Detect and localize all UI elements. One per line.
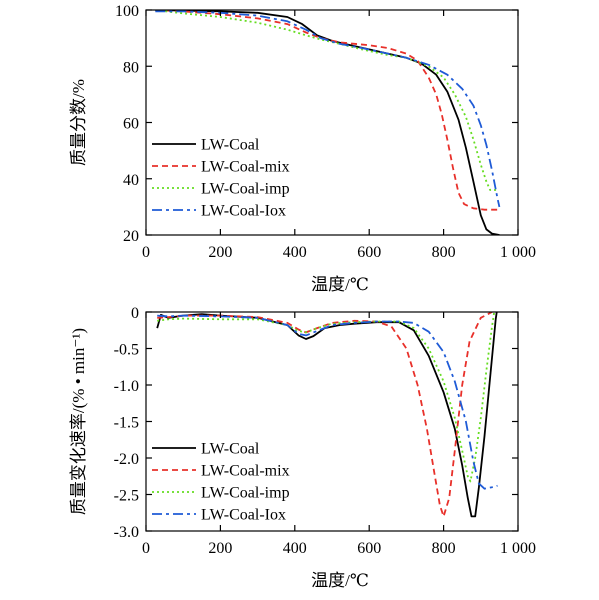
bottom-series-line-3 — [157, 314, 498, 490]
top-y-tick-label: 80 — [123, 59, 139, 76]
bottom-legend-label-0: LW-Coal — [201, 441, 260, 458]
top-series-line-0 — [155, 10, 500, 235]
top-plot-frame — [145, 9, 519, 236]
bottom-y-tick-label: -1.5 — [114, 415, 139, 432]
top-x-tick-label: 800 — [432, 244, 456, 261]
top-y-tick-label: 60 — [123, 116, 139, 133]
bottom-x-tick-label: 200 — [208, 540, 232, 557]
bottom-y-tick-label: 0 — [131, 305, 139, 322]
top-series-line-2 — [155, 10, 498, 191]
top-legend: LW-Coal LW-Coal-mix LW-Coal-imp LW-Coal-Iox — [152, 137, 290, 220]
top-series-group — [155, 10, 501, 235]
top-legend-label-0: LW-Coal — [201, 137, 260, 154]
bottom-x-tick-label: 800 — [432, 540, 456, 557]
bottom-series-group — [156, 312, 498, 518]
top-y-axis-title: 质量分数/% — [69, 79, 88, 166]
top-legend-label-1: LW-Coal-mix — [201, 159, 290, 176]
top-x-tick-label: 1 000 — [500, 244, 536, 261]
top-y-tick-label: 40 — [123, 172, 139, 189]
top-x-axis-title: 温度/℃ — [311, 275, 369, 294]
bottom-chart: 0 200 400 600 800 1 000 0 -0.5 -1.0 -1.5 -2.0 -2.5 -… — [69, 305, 536, 590]
top-chart: 0 200 400 600 800 1 000 20 40 60 80 100 温度/℃ 质量分数/% L… — [69, 3, 536, 294]
top-series-line-1 — [155, 10, 500, 211]
bottom-y-tick-label: -2.5 — [114, 488, 139, 505]
top-y-tick-label: 100 — [115, 3, 139, 20]
top-series-line-3 — [155, 10, 501, 208]
top-y-tick-label: 20 — [123, 228, 139, 245]
top-x-tick-label: 200 — [208, 244, 232, 261]
bottom-y-tick-label: -1.0 — [114, 378, 139, 395]
top-x-tick-label: 0 — [142, 244, 150, 261]
bottom-y-tick-label: -0.5 — [114, 342, 139, 359]
top-x-tick-label: 600 — [357, 244, 381, 261]
top-x-tick-label: 400 — [283, 244, 307, 261]
bottom-y-tick-label: -2.0 — [114, 451, 139, 468]
bottom-legend-label-3: LW-Coal-Iox — [201, 507, 286, 524]
bottom-x-tick-label: 0 — [142, 540, 150, 557]
bottom-series-line-2 — [157, 312, 496, 483]
bottom-y-axis-title: 质量变化速率/(% • min⁻¹) — [69, 328, 88, 515]
bottom-x-tick-label: 400 — [283, 540, 307, 557]
bottom-x-axis-title: 温度/℃ — [311, 571, 369, 590]
bottom-y-tick-label: -3.0 — [114, 524, 139, 541]
bottom-x-tick-label: 600 — [357, 540, 381, 557]
bottom-legend: LW-Coal LW-Coal-mix LW-Coal-imp LW-Coal-Iox — [152, 441, 290, 524]
top-legend-label-2: LW-Coal-imp — [201, 181, 290, 198]
bottom-legend-label-1: LW-Coal-mix — [201, 463, 290, 480]
bottom-legend-label-2: LW-Coal-imp — [201, 485, 290, 502]
top-legend-label-3: LW-Coal-Iox — [201, 203, 286, 220]
bottom-x-tick-label: 1 000 — [500, 540, 536, 557]
